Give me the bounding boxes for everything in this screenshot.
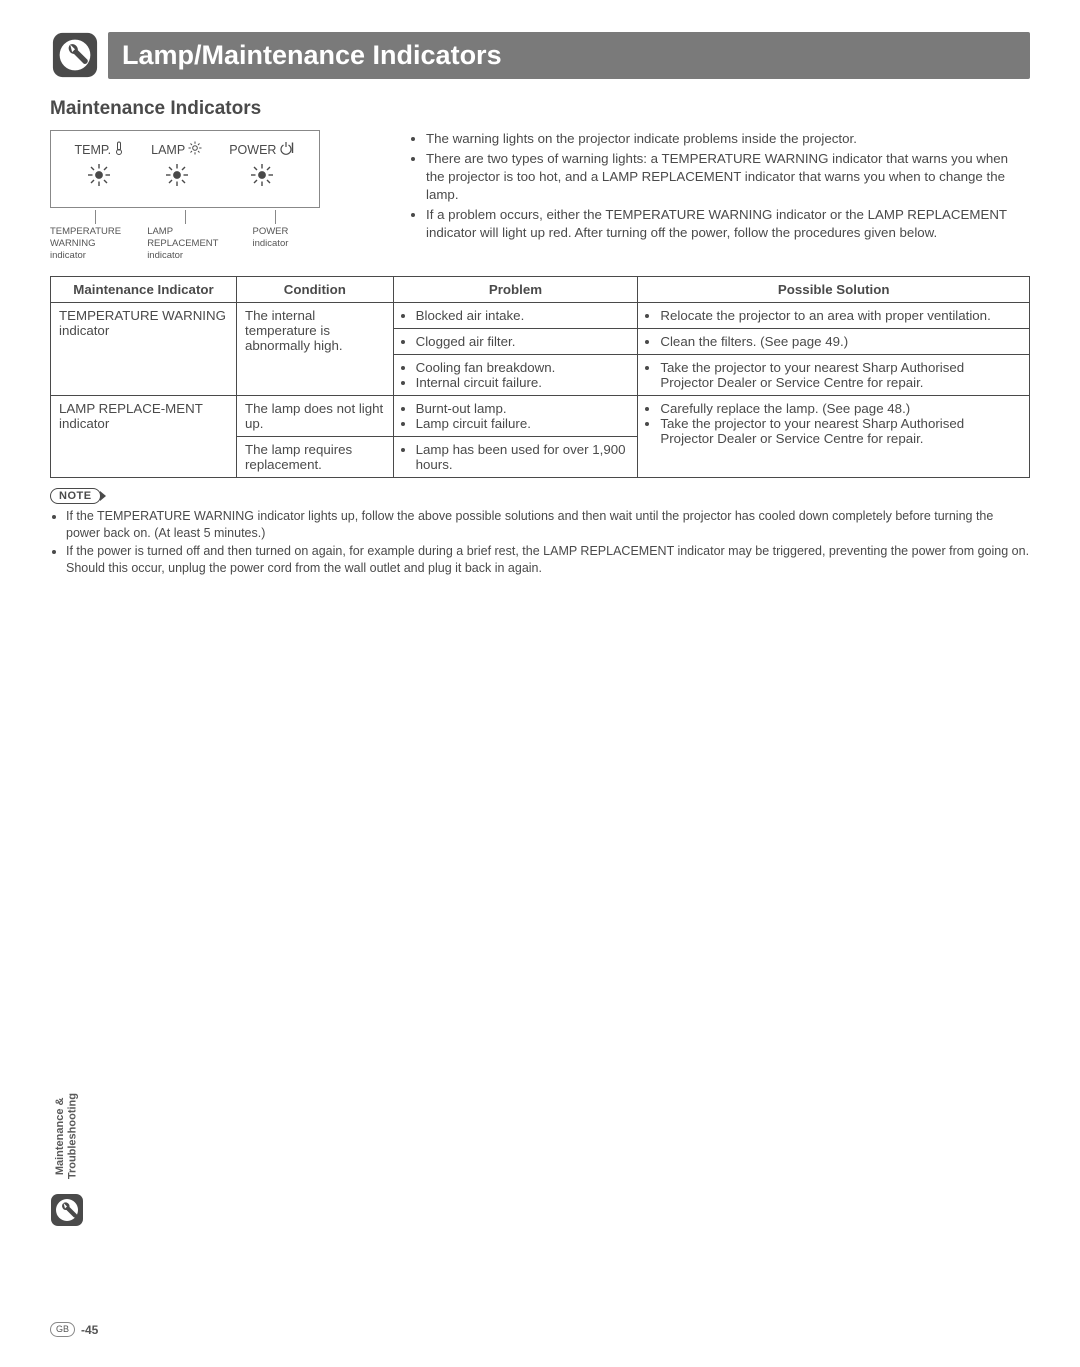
side-line: Troubleshooting xyxy=(67,1093,79,1179)
side-line: Maintenance & xyxy=(54,1097,66,1175)
table-row: LAMP REPLACE-MENT indicator The lamp doe… xyxy=(51,395,1030,436)
cell-solution: Clean the filters. (See page 49.) xyxy=(660,334,1021,349)
power-icon xyxy=(279,141,295,158)
flash-icon xyxy=(164,162,190,193)
caption: indicator xyxy=(252,238,288,249)
cell-solution: Take the projector to your nearest Sharp… xyxy=(660,360,1021,390)
caption: POWER xyxy=(252,226,288,237)
page-footer: GB -45 xyxy=(50,1322,98,1337)
power-label: POWER xyxy=(229,143,276,157)
note-list: If the TEMPERATURE WARNING indicator lig… xyxy=(50,508,1030,578)
caption: REPLACEMENT xyxy=(147,238,218,249)
th: Condition xyxy=(237,276,394,302)
maintenance-table: Maintenance Indicator Condition Problem … xyxy=(50,276,1030,478)
section-subheading: Maintenance Indicators xyxy=(50,98,1030,120)
th: Maintenance Indicator xyxy=(51,276,237,302)
cell-indicator: LAMP REPLACE-MENT indicator xyxy=(51,395,237,477)
indicator-diagram: TEMP. LAMP xyxy=(50,130,320,262)
note-item: If the TEMPERATURE WARNING indicator lig… xyxy=(66,508,1030,542)
region-badge: GB xyxy=(50,1322,75,1337)
wrench-icon xyxy=(50,30,100,80)
cell-condition: The lamp does not light up. xyxy=(237,395,394,436)
wrench-icon xyxy=(50,1193,84,1227)
cell-solution: Carefully replace the lamp. (See page 48… xyxy=(660,401,1021,416)
th: Problem xyxy=(393,276,638,302)
intro-bullet: There are two types of warning lights: a… xyxy=(426,150,1030,204)
page-header: Lamp/Maintenance Indicators xyxy=(50,30,1030,80)
caption: TEMPERATURE xyxy=(50,226,121,237)
cell-condition: The internal temperature is abnormally h… xyxy=(237,302,394,395)
cell-solution: Relocate the projector to an area with p… xyxy=(660,308,1021,323)
temp-label: TEMP. xyxy=(75,143,112,157)
cell-problem: Lamp circuit failure. xyxy=(416,416,630,431)
caption: indicator xyxy=(50,250,86,261)
intro-bullet: The warning lights on the projector indi… xyxy=(426,130,1030,148)
thermometer-icon xyxy=(114,141,124,158)
cell-problem: Cooling fan breakdown. xyxy=(416,360,630,375)
flash-icon xyxy=(249,162,275,193)
cell-problem: Lamp has been used for over 1,900 hours. xyxy=(416,442,630,472)
lamp-label: LAMP xyxy=(151,143,185,157)
th: Possible Solution xyxy=(638,276,1030,302)
cell-indicator: TEMPERATURE WARNING indicator xyxy=(51,302,237,395)
caption: LAMP xyxy=(147,226,173,237)
cell-problem: Internal circuit failure. xyxy=(416,375,630,390)
intro-bullet: If a problem occurs, either the TEMPERAT… xyxy=(426,206,1030,242)
cell-condition: The lamp requires replacement. xyxy=(237,436,394,477)
intro-bullets: The warning lights on the projector indi… xyxy=(410,130,1030,262)
sun-icon xyxy=(188,141,202,158)
flash-icon xyxy=(86,162,112,193)
cell-solution: Take the projector to your nearest Sharp… xyxy=(660,416,1021,446)
caption: WARNING xyxy=(50,238,96,249)
table-row: TEMPERATURE WARNING indicator The intern… xyxy=(51,302,1030,328)
cell-problem: Burnt-out lamp. xyxy=(416,401,630,416)
note-badge: NOTE xyxy=(50,488,101,504)
cell-problem: Clogged air filter. xyxy=(416,334,630,349)
note-item: If the power is turned off and then turn… xyxy=(66,543,1030,577)
caption: indicator xyxy=(147,250,183,261)
side-tab: Maintenance & Troubleshooting xyxy=(50,1093,84,1227)
page-number: -45 xyxy=(81,1323,98,1337)
cell-problem: Blocked air intake. xyxy=(416,308,630,323)
page-title: Lamp/Maintenance Indicators xyxy=(108,32,1030,79)
intro-row: TEMP. LAMP xyxy=(50,130,1030,262)
